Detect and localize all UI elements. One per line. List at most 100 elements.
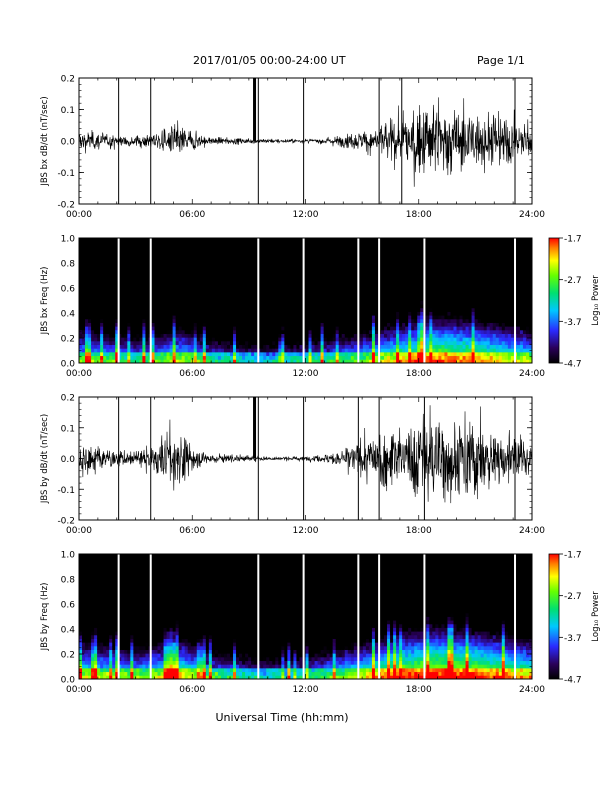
spectrogram-cell [275, 256, 279, 261]
spectrogram-cell [486, 304, 491, 309]
spectrogram-cell [329, 271, 334, 276]
spectrogram-cell [417, 326, 421, 331]
spectrogram-cell [441, 340, 445, 346]
spectrogram-cell [501, 318, 506, 323]
spectrogram-cell [311, 337, 315, 342]
spectrogram-cell [350, 278, 355, 283]
spectrogram-cell [281, 293, 285, 298]
spectrogram-cell [233, 271, 237, 276]
spectrogram-cell [217, 351, 222, 357]
spectrogram-cell [145, 344, 149, 349]
spectrogram-cell [130, 296, 134, 301]
spectrogram-cell [381, 263, 385, 268]
spectrogram-cell [160, 238, 164, 243]
spectrogram-cell [477, 326, 482, 331]
spectrogram-cell [444, 351, 448, 357]
spectrogram-cell [456, 304, 460, 309]
spectrogram-cell [453, 267, 457, 272]
spectrogram-cell [266, 252, 270, 257]
spectrogram-cell [374, 315, 379, 320]
spectrogram-cell [205, 337, 210, 342]
spectrogram-cell [254, 238, 258, 243]
spectrogram-cell [211, 260, 216, 265]
spectrogram-cell [103, 285, 107, 290]
spectrogram-cell [441, 289, 445, 294]
spectrogram-cell [130, 307, 134, 312]
spectrogram-cell [103, 340, 107, 346]
spectrogram-cell [278, 274, 282, 279]
spectrogram-cell [248, 329, 252, 334]
spectrogram-cell [474, 282, 479, 287]
spectrogram-cell [154, 355, 158, 360]
spectrogram-cell [157, 315, 161, 320]
spectrogram-cell [371, 260, 376, 265]
spectrogram-cell [468, 344, 472, 349]
spectrogram-cell [82, 263, 86, 268]
spectrogram-cell [474, 337, 479, 342]
spectrogram-cell [462, 333, 466, 338]
spectrogram-cell [426, 307, 430, 312]
spectrogram-cell [429, 260, 433, 265]
spectrogram-cell [456, 249, 460, 254]
spectrogram-cell [308, 245, 312, 250]
spectrogram-cell [115, 340, 119, 346]
spectrogram-cell [109, 245, 113, 250]
spectrogram-cell [260, 348, 264, 353]
spectrogram-cell [230, 318, 234, 323]
spectrogram-cell [272, 322, 276, 327]
spectrogram-cell [308, 337, 312, 342]
spectrogram-cell [320, 282, 325, 287]
spectrogram-cell [82, 274, 86, 279]
spectrogram-cell [359, 282, 364, 287]
spectrogram-cell [214, 274, 219, 279]
spectrogram-cell [284, 333, 288, 338]
spectrogram-cell [109, 322, 113, 327]
spectrogram-cell [160, 289, 164, 294]
spectrogram-cell [495, 293, 500, 298]
spectrogram-cell [453, 326, 457, 331]
spectrogram-cell [181, 296, 186, 301]
spectrogram-cell [103, 278, 107, 283]
spectrogram-cell [332, 267, 337, 272]
spectrogram-cell [193, 245, 198, 250]
spectrogram-cell [190, 249, 195, 254]
spectrogram-cell [115, 274, 119, 279]
spectrogram-cell [504, 256, 509, 261]
spectrogram-cell [426, 340, 430, 346]
spectrogram-cell [483, 245, 488, 250]
spectrogram-cell [220, 274, 225, 279]
spectrogram-cell [211, 274, 216, 279]
spectrogram-cell [230, 245, 234, 250]
spectrogram-cell [263, 245, 267, 250]
spectrogram-cell [169, 278, 174, 283]
spectrogram-cell [374, 256, 379, 261]
spectrogram-cell [347, 282, 352, 287]
spectrogram-cell [435, 293, 439, 298]
spectrogram-cell [350, 267, 355, 272]
spectrogram-cell [196, 322, 201, 327]
spectrogram-cell [498, 337, 503, 342]
spectrogram-cell [172, 256, 177, 261]
spectrogram-cell [226, 278, 231, 283]
spectrogram-cell [477, 274, 482, 279]
spectrogram-cell [390, 315, 394, 320]
spectrogram-cell [353, 241, 358, 246]
spectrogram-cell [408, 348, 412, 353]
spectrogram-cell [85, 322, 89, 327]
spectrogram-cell [163, 245, 167, 250]
spectrogram-cell [320, 274, 325, 279]
spectrogram-cell [178, 340, 183, 346]
spectrogram-cell [405, 260, 409, 265]
spectrogram-cell [157, 329, 161, 334]
spectrogram-cell [290, 296, 294, 301]
spectrogram-cell [290, 238, 294, 243]
spectrogram-cell [471, 348, 476, 353]
spectrogram-cell [411, 238, 415, 243]
spectrogram-cell [504, 249, 509, 254]
spectrogram-cell [441, 333, 445, 338]
spectrogram-cell [233, 274, 237, 279]
spectrogram-cell [399, 318, 403, 323]
spectrogram-cell [163, 249, 167, 254]
spectrogram-cell [79, 355, 83, 360]
spectrogram-cell [341, 245, 346, 250]
